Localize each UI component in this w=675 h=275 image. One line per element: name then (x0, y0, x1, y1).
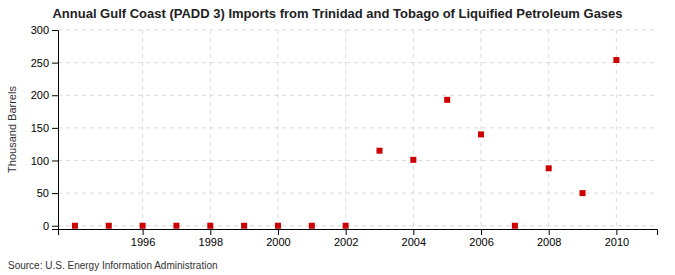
points (72, 57, 619, 229)
grid-line (277, 30, 278, 229)
tick-mark (52, 226, 58, 227)
grid-line (142, 30, 143, 229)
point (613, 57, 619, 63)
grid-line (548, 30, 549, 229)
tick-label: 150 (31, 122, 49, 134)
point (207, 223, 213, 229)
point (140, 223, 146, 229)
point (173, 223, 179, 229)
point (376, 148, 382, 154)
tick-label: 2008 (537, 236, 561, 248)
grid-line (58, 193, 657, 194)
grid-line (481, 30, 482, 229)
y-axis: 0 50 100 150 200 250 300 (31, 24, 59, 232)
tick-label: 0 (43, 220, 49, 232)
tick: 2002 (334, 229, 358, 248)
grid-line (58, 127, 657, 128)
point (106, 223, 112, 229)
tick: 200 (31, 89, 58, 101)
tick: 1996 (131, 229, 155, 248)
tick-mark (413, 229, 414, 235)
point (512, 223, 518, 229)
chart: 1996 1998 2000 2002 2004 2006 2008 2010 0 50 100 15… (0, 0, 675, 275)
tick-label: 100 (31, 155, 49, 167)
grid-line (58, 95, 657, 96)
tick-label: 300 (31, 24, 49, 36)
tick-label: 2002 (334, 236, 358, 248)
tick-mark (549, 229, 550, 235)
tick-label: 1996 (131, 236, 155, 248)
point (241, 223, 247, 229)
point (309, 223, 315, 229)
tick-mark (52, 95, 58, 96)
annotation: Source: U.S. Energy Information Administ… (8, 260, 218, 271)
tick-mark (210, 229, 211, 235)
point (478, 131, 484, 137)
tick: 0 (43, 220, 58, 232)
tick-mark (143, 229, 144, 235)
point (72, 223, 78, 229)
tick: 2000 (266, 229, 290, 248)
title: Annual Gulf Coast (PADD 3) Imports from … (52, 6, 622, 21)
axis-title: Thousand Barrels (6, 86, 18, 173)
point (580, 190, 586, 196)
tick-label: 200 (31, 89, 49, 101)
tick-label: 250 (31, 57, 49, 69)
tick-mark (52, 30, 58, 31)
tick-label: 2010 (605, 236, 629, 248)
tick: 150 (31, 122, 58, 134)
tick-label: 2004 (402, 236, 426, 248)
tick-mark (52, 160, 58, 161)
tick: 100 (31, 155, 58, 167)
point (275, 223, 281, 229)
tick: 2008 (537, 229, 561, 248)
tick-label: 1998 (199, 236, 223, 248)
tick: 300 (31, 24, 58, 36)
axis-line (52, 31, 59, 230)
tick: 250 (31, 57, 58, 69)
grid-line (58, 30, 657, 31)
grid-line (210, 30, 211, 229)
tick-label: 2006 (469, 236, 493, 248)
tick: 2006 (469, 229, 493, 248)
tick: 2004 (402, 229, 426, 248)
plot: 1996 1998 2000 2002 2004 2006 2008 2010 0 50 100 15… (31, 24, 658, 248)
point (546, 165, 552, 171)
grid-line (345, 30, 346, 229)
axis-line (59, 230, 658, 236)
tick-mark (52, 193, 58, 194)
tick: 2010 (605, 229, 629, 248)
tick-mark (346, 229, 347, 235)
point (444, 97, 450, 103)
grid-line (413, 30, 414, 229)
tick: 1998 (199, 229, 223, 248)
grid-line (58, 160, 657, 161)
point (343, 223, 349, 229)
tick-mark (616, 229, 617, 235)
tick-mark (52, 128, 58, 129)
tick: 50 (37, 187, 58, 199)
tick-label: 2000 (266, 236, 290, 248)
tick-mark (481, 229, 482, 235)
grid-line (58, 62, 657, 63)
tick-mark (278, 229, 279, 235)
tick-label: 50 (37, 187, 49, 199)
grid (58, 30, 657, 229)
grid-line (58, 225, 657, 226)
point (410, 157, 416, 163)
x-axis: 1996 1998 2000 2002 2004 2006 2008 2010 (59, 229, 658, 248)
tick-mark (52, 63, 58, 64)
